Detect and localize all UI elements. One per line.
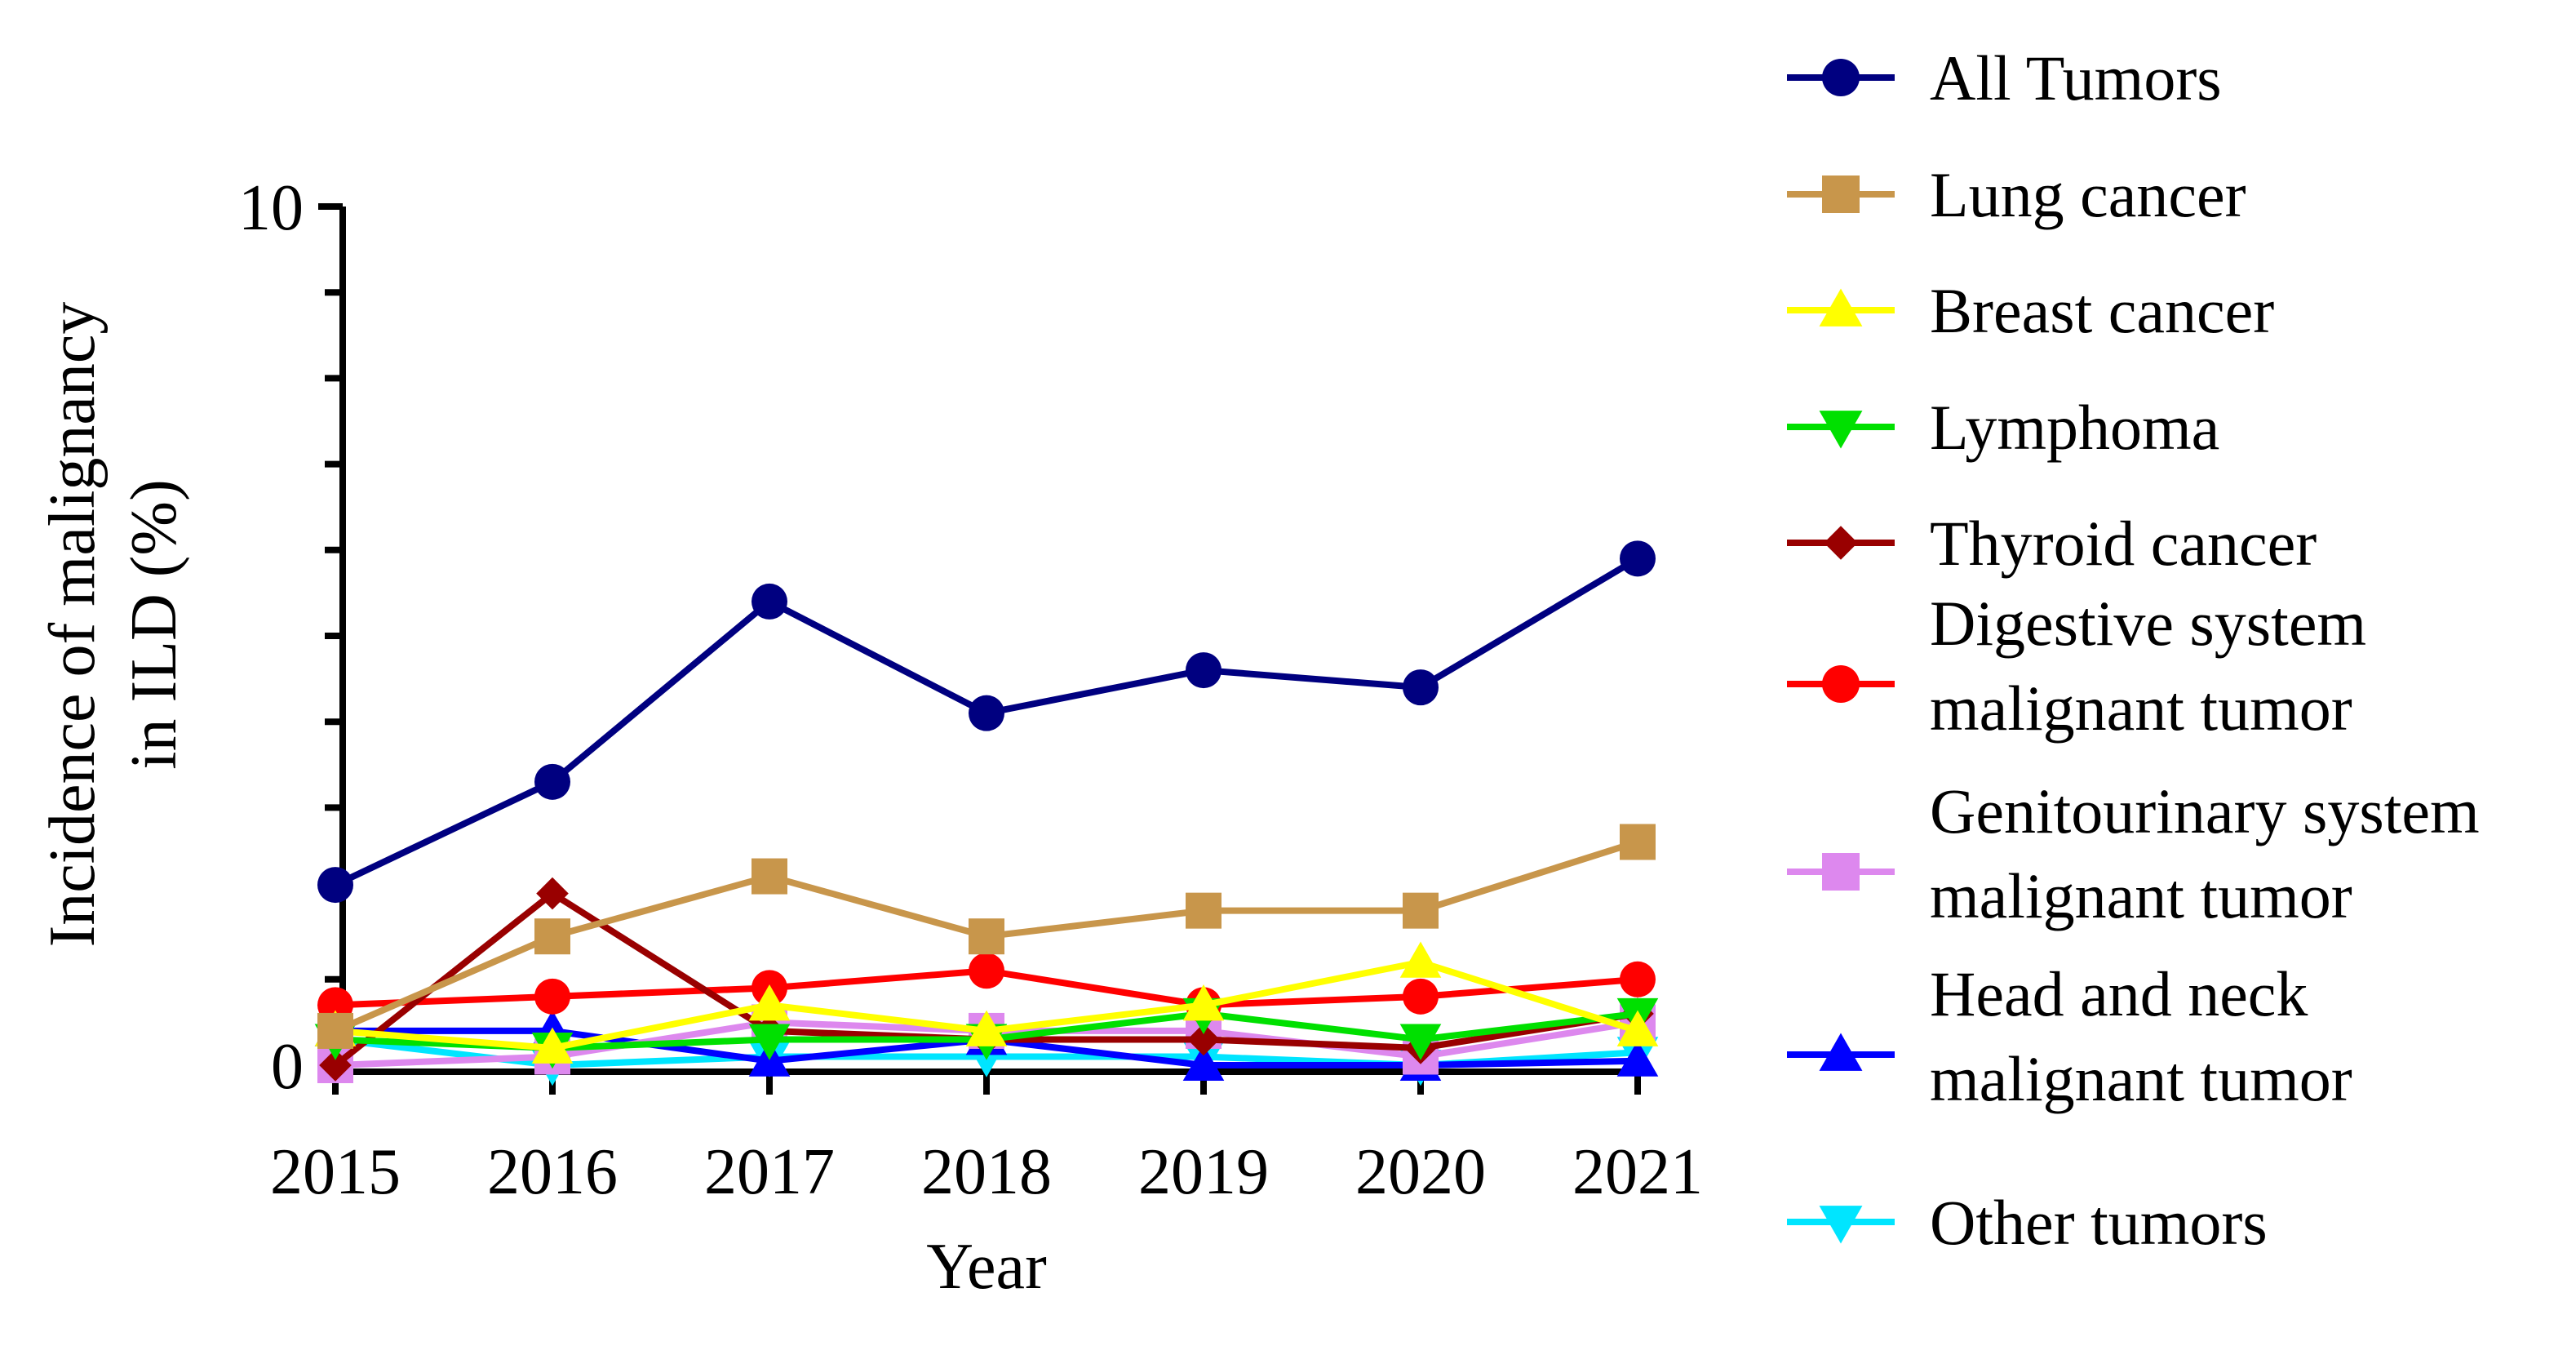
legend-marker bbox=[1819, 288, 1863, 327]
data-point bbox=[536, 877, 569, 910]
data-point bbox=[534, 978, 570, 1015]
data-point bbox=[1186, 892, 1221, 929]
legend-item: Thyroid cancer bbox=[1787, 508, 2317, 579]
data-point bbox=[1620, 961, 1656, 997]
legend-item: Head and neck malignant tumor bbox=[1787, 958, 2352, 1114]
x-tick-label: 2019 bbox=[1138, 1136, 1269, 1208]
legend-label: Head and neck bbox=[1930, 958, 2308, 1029]
series-all-tumors bbox=[317, 540, 1656, 904]
x-tick-label: 2017 bbox=[704, 1136, 835, 1208]
data-point bbox=[748, 984, 791, 1021]
legend-item: Lymphoma bbox=[1787, 392, 2219, 463]
legend-marker bbox=[1819, 1033, 1863, 1071]
data-point bbox=[1403, 978, 1439, 1015]
legend-marker bbox=[1824, 526, 1858, 560]
y-tick-label: 10 bbox=[238, 172, 304, 244]
data-point bbox=[1403, 669, 1439, 706]
legend: All Tumors Lung cancer Breast cancer Lympho… bbox=[1787, 42, 2480, 1258]
legend-marker bbox=[1822, 665, 1860, 703]
legend-label: Lymphoma bbox=[1930, 392, 2219, 463]
data-point bbox=[969, 953, 1004, 989]
legend-label: malignant tumor bbox=[1930, 673, 2352, 744]
legend-label: Digestive system bbox=[1930, 588, 2366, 659]
x-tick-label: 2020 bbox=[1355, 1136, 1486, 1208]
data-point bbox=[1616, 1010, 1659, 1046]
data-point bbox=[534, 763, 570, 800]
axes: 0 10 2015 2016 2017 2018 2019 2020 2021 Year Incid… bbox=[37, 172, 1703, 1303]
y-axis-title-line: Incidence of malignancy bbox=[37, 302, 109, 948]
data-point bbox=[1187, 1023, 1220, 1056]
data-point bbox=[319, 1049, 352, 1082]
legend-item: Lung cancer bbox=[1787, 159, 2246, 230]
data-point bbox=[317, 1012, 353, 1049]
data-point bbox=[1620, 824, 1656, 860]
data-point bbox=[969, 918, 1004, 955]
legend-marker bbox=[1822, 59, 1860, 96]
legend-label: Other tumors bbox=[1930, 1187, 2268, 1258]
y-tick-label: 0 bbox=[271, 1031, 304, 1103]
legend-item: All Tumors bbox=[1787, 42, 2222, 113]
legend-item: Genitourinary system malignant tumor bbox=[1787, 775, 2480, 931]
legend-label: All Tumors bbox=[1930, 42, 2222, 113]
plot-area bbox=[314, 540, 1659, 1086]
data-point bbox=[317, 867, 353, 904]
legend-label: Thyroid cancer bbox=[1930, 508, 2317, 579]
legend-marker bbox=[1819, 1206, 1863, 1244]
legend-marker bbox=[1819, 411, 1863, 449]
x-tick-label: 2018 bbox=[921, 1136, 1052, 1208]
x-tick-label: 2021 bbox=[1572, 1136, 1703, 1208]
y-axis-title-line: in ILD (%) bbox=[118, 479, 190, 769]
data-point bbox=[1399, 941, 1442, 978]
data-point bbox=[1399, 1024, 1442, 1060]
legend-item: Other tumors bbox=[1787, 1187, 2268, 1258]
legend-label: malignant tumor bbox=[1930, 860, 2352, 931]
data-point bbox=[1186, 652, 1221, 689]
data-point bbox=[1182, 984, 1225, 1021]
data-point bbox=[752, 583, 787, 620]
x-tick-label: 2016 bbox=[487, 1136, 618, 1208]
y-axis-title: Incidence of malignancy in ILD (%) bbox=[37, 302, 190, 948]
x-tick-label: 2015 bbox=[270, 1136, 401, 1208]
data-point bbox=[1182, 1044, 1225, 1081]
legend-marker bbox=[1822, 175, 1860, 213]
x-axis-title: Year bbox=[926, 1231, 1046, 1303]
legend-label: Lung cancer bbox=[1930, 159, 2246, 230]
legend-label: Breast cancer bbox=[1930, 275, 2274, 346]
data-point bbox=[748, 1024, 791, 1060]
legend-marker bbox=[1822, 853, 1860, 891]
legend-label: malignant tumor bbox=[1930, 1043, 2352, 1114]
data-point bbox=[1620, 540, 1656, 577]
data-point bbox=[1403, 892, 1439, 929]
data-point bbox=[531, 1027, 574, 1064]
legend-item: Digestive system malignant tumor bbox=[1787, 588, 2366, 744]
data-point bbox=[534, 918, 570, 955]
data-point bbox=[752, 858, 787, 895]
legend-label: Genitourinary system bbox=[1930, 775, 2480, 846]
data-point bbox=[965, 1010, 1008, 1046]
legend-item: Breast cancer bbox=[1787, 275, 2274, 346]
data-point bbox=[969, 695, 1004, 731]
series-lung-cancer bbox=[317, 824, 1656, 1049]
data-point bbox=[1616, 1040, 1659, 1077]
